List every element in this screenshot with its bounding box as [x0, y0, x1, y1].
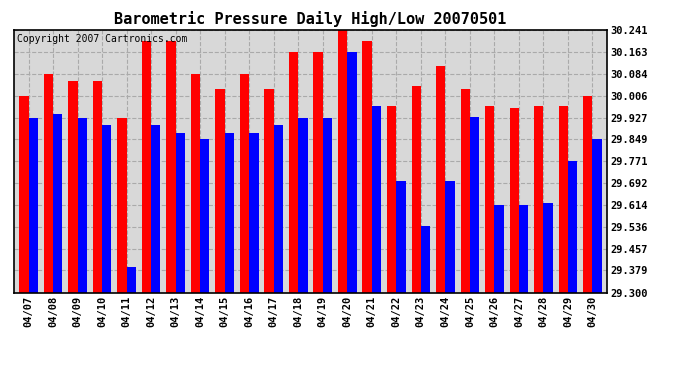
Bar — [249, 134, 259, 292]
Bar — [387, 106, 396, 292]
Text: Copyright 2007 Cartronics.com: Copyright 2007 Cartronics.com — [17, 34, 187, 44]
Bar — [53, 114, 62, 292]
Bar — [142, 41, 151, 292]
Bar — [126, 267, 136, 292]
Bar — [19, 96, 28, 292]
Bar — [495, 205, 504, 292]
Bar — [338, 30, 347, 292]
Bar — [200, 140, 210, 292]
Bar — [593, 140, 602, 292]
Bar — [436, 66, 445, 292]
Bar — [117, 118, 126, 292]
Bar — [470, 117, 479, 292]
Bar — [240, 74, 249, 292]
Bar — [485, 106, 495, 292]
Bar — [176, 134, 185, 292]
Bar — [544, 203, 553, 292]
Bar — [323, 118, 332, 292]
Bar — [43, 74, 53, 292]
Bar — [28, 118, 38, 292]
Bar — [225, 134, 234, 292]
Bar — [77, 118, 87, 292]
Bar — [396, 181, 406, 292]
Bar — [166, 41, 176, 292]
Bar — [421, 225, 430, 292]
Bar — [191, 74, 200, 292]
Bar — [534, 106, 544, 292]
Bar — [298, 118, 308, 292]
Bar — [92, 81, 102, 292]
Bar — [274, 125, 283, 292]
Bar — [559, 106, 568, 292]
Bar — [102, 125, 111, 292]
Bar — [264, 89, 274, 292]
Bar — [510, 108, 519, 292]
Bar — [460, 89, 470, 292]
Bar — [313, 52, 323, 292]
Bar — [445, 181, 455, 292]
Bar — [583, 96, 593, 292]
Bar — [347, 52, 357, 292]
Bar — [411, 86, 421, 292]
Bar — [568, 161, 578, 292]
Bar — [289, 52, 298, 292]
Bar — [151, 125, 161, 292]
Bar — [68, 81, 77, 292]
Title: Barometric Pressure Daily High/Low 20070501: Barometric Pressure Daily High/Low 20070… — [115, 12, 506, 27]
Bar — [372, 106, 381, 292]
Bar — [362, 41, 372, 292]
Bar — [519, 205, 529, 292]
Bar — [215, 89, 225, 292]
